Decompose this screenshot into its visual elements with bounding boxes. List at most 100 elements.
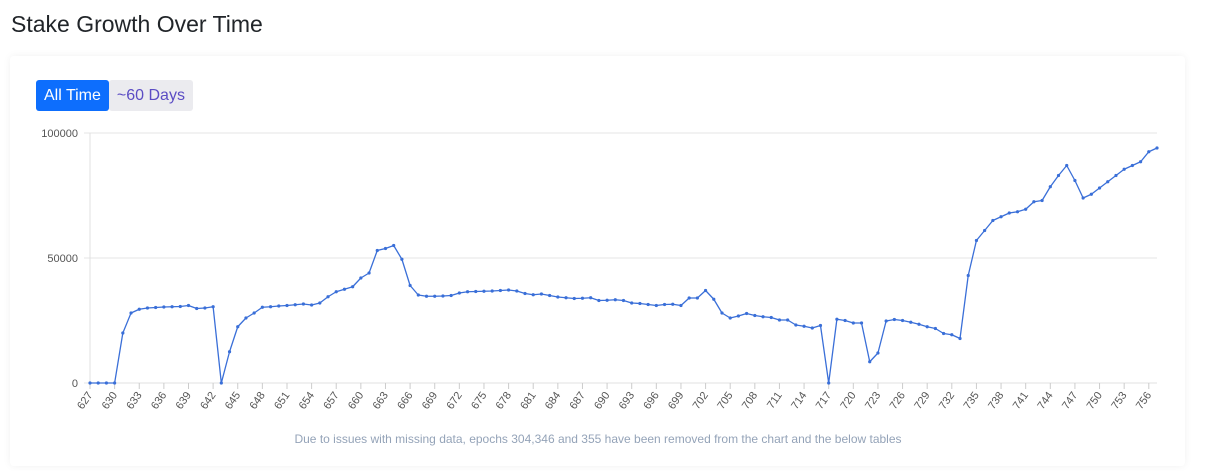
x-tick-label: 720 bbox=[838, 390, 858, 412]
data-point bbox=[859, 321, 864, 325]
x-tick-label: 687 bbox=[568, 390, 588, 412]
x-tick-label: 711 bbox=[765, 390, 785, 411]
data-point bbox=[351, 285, 355, 289]
data-point bbox=[802, 324, 806, 328]
x-tick-label: 738 bbox=[986, 390, 1006, 412]
data-point bbox=[162, 305, 166, 309]
data-point bbox=[326, 295, 330, 299]
data-point bbox=[88, 381, 92, 385]
data-point bbox=[728, 316, 732, 320]
data-point bbox=[695, 296, 699, 300]
data-point bbox=[252, 311, 256, 315]
x-tick-label: 666 bbox=[395, 390, 415, 412]
data-point bbox=[753, 313, 757, 318]
data-point bbox=[589, 296, 593, 300]
chart-card bbox=[10, 56, 1185, 466]
data-point bbox=[1040, 198, 1044, 203]
data-point bbox=[195, 306, 199, 311]
data-point bbox=[416, 293, 420, 297]
data-point bbox=[301, 302, 305, 306]
data-point bbox=[933, 326, 937, 331]
x-tick-label: 744 bbox=[1035, 390, 1055, 412]
x-tick-label: 747 bbox=[1060, 390, 1080, 412]
data-point bbox=[539, 292, 544, 296]
x-tick-label: 669 bbox=[420, 390, 440, 412]
data-point bbox=[506, 288, 511, 292]
data-point bbox=[424, 294, 429, 298]
data-point bbox=[925, 325, 929, 329]
x-tick-label: 696 bbox=[641, 390, 661, 412]
x-tick-label: 702 bbox=[691, 390, 711, 412]
data-point bbox=[359, 276, 363, 280]
data-point bbox=[178, 304, 182, 309]
x-tick-label: 630 bbox=[100, 390, 120, 412]
x-tick-label: 645 bbox=[223, 390, 243, 412]
y-tick-label: 0 bbox=[72, 378, 78, 390]
data-point bbox=[777, 318, 782, 322]
chart-note: Due to issues with missing data, epochs … bbox=[294, 432, 901, 446]
data-point bbox=[310, 303, 314, 307]
data-point bbox=[277, 304, 281, 308]
data-point bbox=[1122, 167, 1126, 171]
data-point bbox=[794, 323, 798, 327]
x-tick-label: 753 bbox=[1109, 390, 1129, 412]
data-point bbox=[679, 303, 683, 308]
x-tick-label: 675 bbox=[469, 390, 489, 412]
data-point bbox=[613, 298, 617, 302]
data-point bbox=[900, 318, 905, 323]
data-point bbox=[950, 333, 954, 337]
x-tick-label: 681 bbox=[518, 390, 538, 412]
data-point bbox=[761, 315, 765, 319]
data-point bbox=[671, 302, 675, 306]
data-point bbox=[1081, 196, 1085, 200]
data-point bbox=[392, 243, 396, 248]
data-point bbox=[154, 305, 158, 310]
data-point bbox=[1097, 186, 1102, 190]
x-tick-label: 690 bbox=[592, 390, 612, 412]
x-tick-label: 654 bbox=[297, 390, 317, 412]
data-point bbox=[498, 288, 502, 293]
data-point bbox=[769, 315, 773, 320]
data-point bbox=[1032, 200, 1036, 204]
data-point bbox=[662, 302, 667, 307]
all-time-button[interactable]: All Time bbox=[36, 80, 109, 111]
data-point bbox=[211, 305, 215, 309]
y-tick-label: 50000 bbox=[47, 253, 78, 265]
data-point bbox=[490, 289, 494, 293]
data-point bbox=[983, 228, 987, 233]
data-point bbox=[515, 289, 519, 293]
data-point bbox=[548, 293, 552, 298]
data-point bbox=[375, 248, 379, 253]
data-point bbox=[917, 322, 921, 326]
data-point bbox=[827, 381, 831, 385]
data-point bbox=[974, 238, 979, 243]
data-point bbox=[942, 331, 946, 336]
data-point bbox=[96, 381, 100, 385]
data-point bbox=[966, 273, 970, 278]
data-point bbox=[121, 331, 125, 335]
sixty-days-button[interactable]: ~60 Days bbox=[108, 80, 193, 111]
data-point bbox=[786, 318, 790, 322]
x-tick-label: 729 bbox=[912, 390, 932, 412]
data-point bbox=[572, 296, 576, 301]
x-tick-label: 663 bbox=[371, 390, 391, 412]
data-point bbox=[482, 289, 486, 293]
data-point bbox=[203, 306, 207, 310]
series-line bbox=[90, 147, 1158, 384]
x-tick-label: 660 bbox=[346, 390, 366, 412]
x-tick-label: 693 bbox=[617, 390, 637, 412]
data-point bbox=[1114, 173, 1118, 178]
data-point bbox=[383, 246, 388, 251]
x-tick-label: 708 bbox=[740, 390, 760, 412]
x-tick-label: 732 bbox=[937, 390, 957, 412]
data-point bbox=[876, 351, 880, 355]
x-tick-label: 642 bbox=[198, 390, 218, 412]
data-point bbox=[129, 311, 133, 315]
data-point bbox=[1015, 210, 1020, 214]
data-point bbox=[843, 318, 847, 323]
data-point bbox=[703, 288, 708, 293]
data-point bbox=[260, 305, 264, 309]
data-point bbox=[605, 298, 609, 302]
data-point bbox=[268, 305, 273, 309]
